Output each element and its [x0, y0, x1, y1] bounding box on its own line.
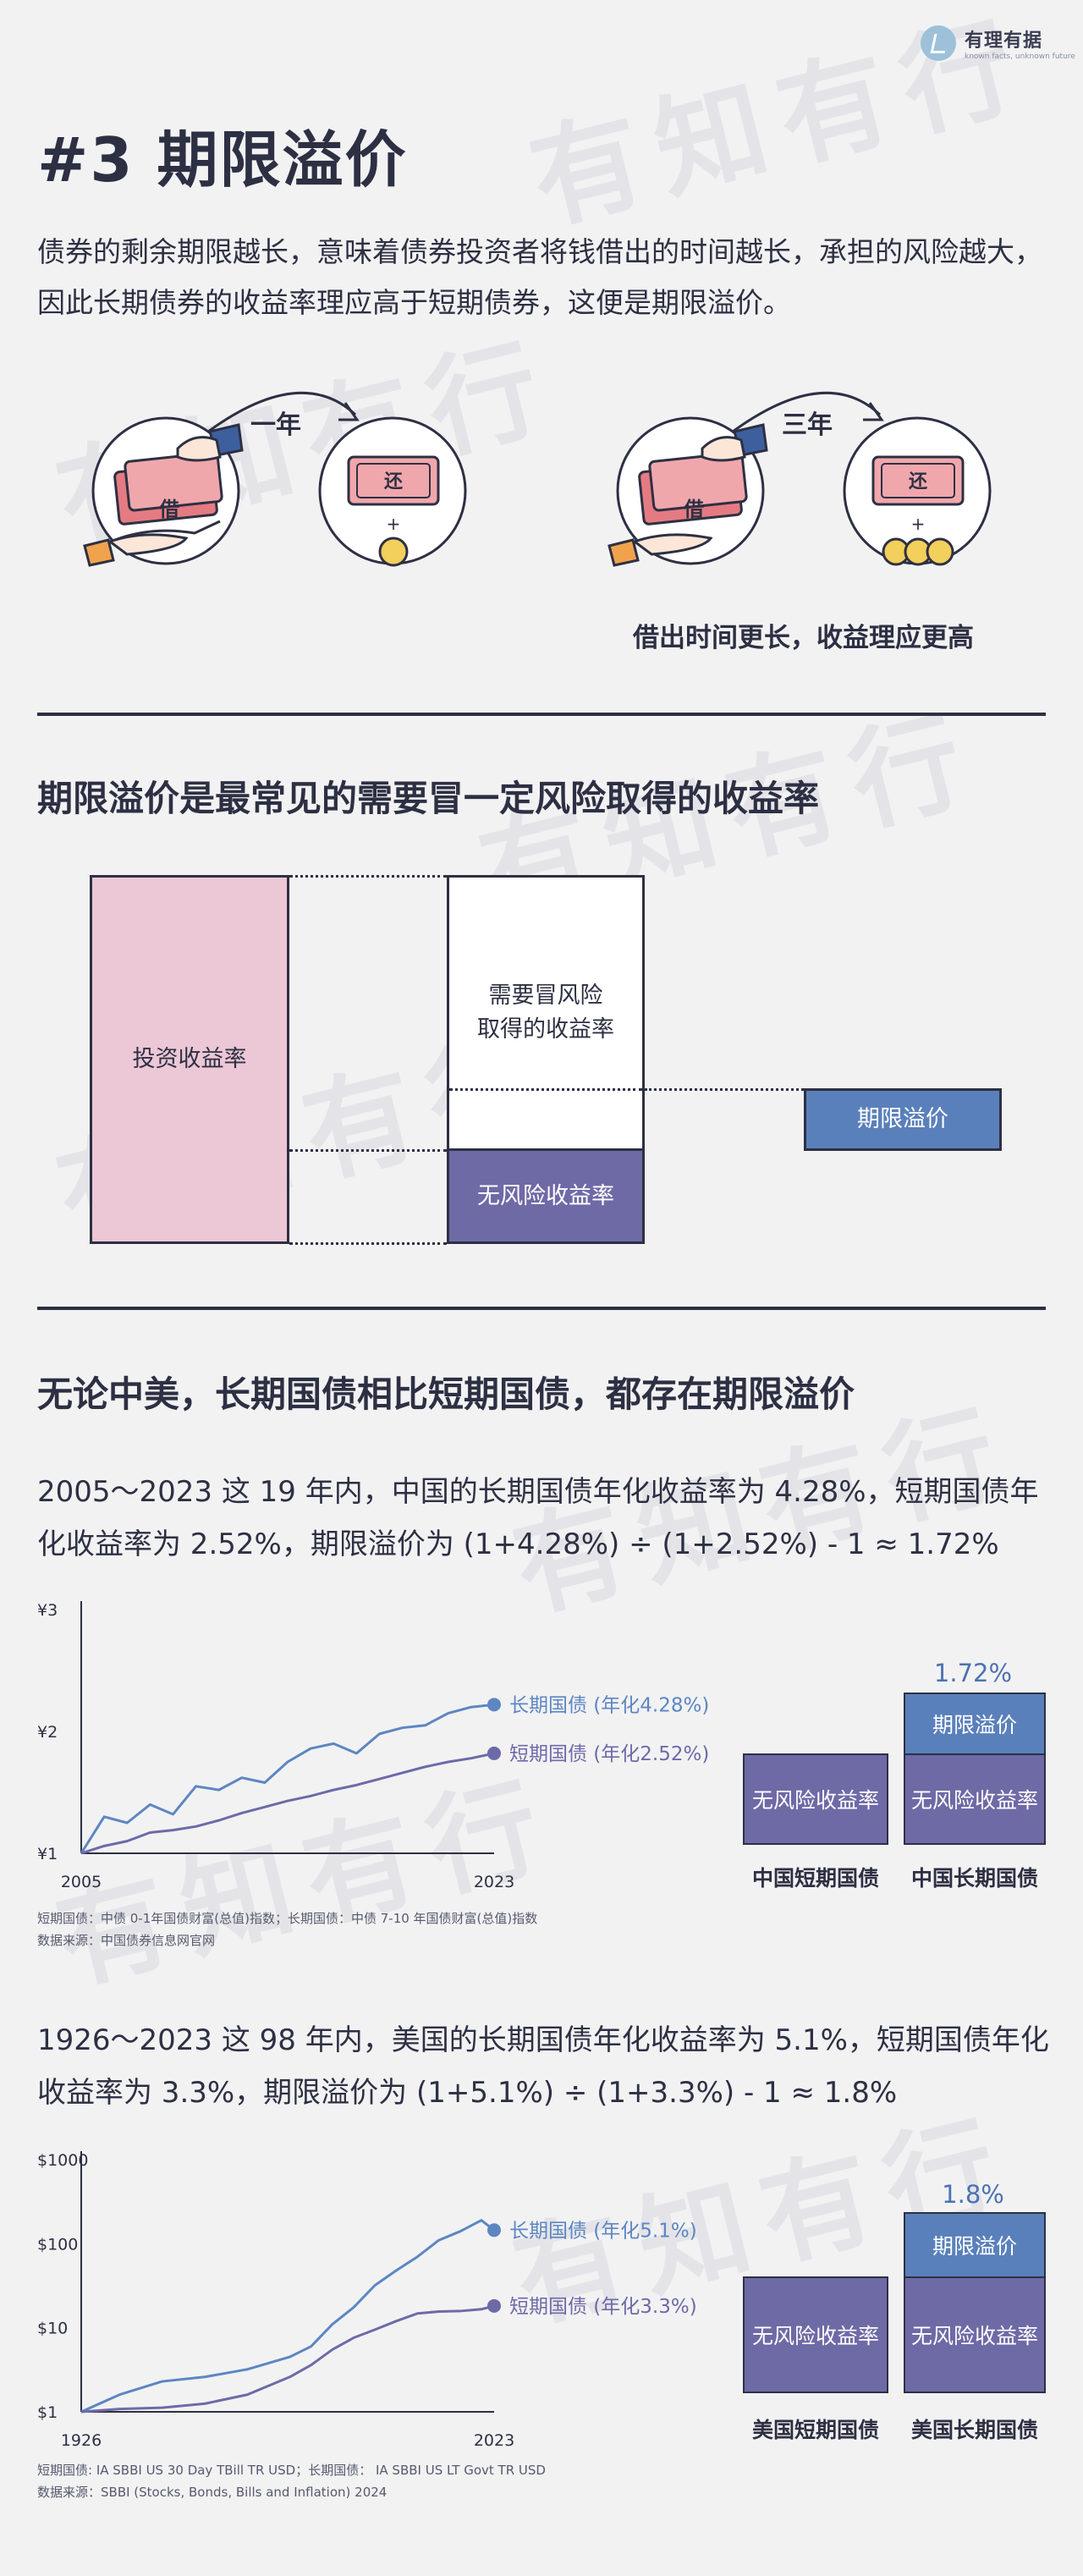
- us-short-bond-label: 美国短期国债: [751, 2418, 879, 2442]
- bar-label: 期限溢价: [932, 2234, 1017, 2259]
- y-tick-label: ¥3: [37, 1601, 58, 1620]
- dotted-guide: [289, 1149, 447, 1152]
- us-long-bond-label: 美国长期国债: [910, 2418, 1038, 2442]
- series-end-point: [487, 1698, 501, 1712]
- china-line-chart: ¥1 ¥2 ¥3 2005 2023 长期国债 (年化4.28%) 短期国债 (年化2.52…: [37, 1601, 709, 1891]
- section-title-premium: 期限溢价是最常见的需要冒一定风险取得的收益率: [37, 778, 820, 819]
- borrow-label-left: 借: [158, 498, 179, 521]
- dotted-guide: [645, 1088, 804, 1091]
- term-premium-box: 期限溢价: [804, 1088, 1002, 1151]
- y-tick-label: $100: [37, 2235, 78, 2254]
- investment-return-label: 投资收益率: [132, 1046, 247, 1072]
- series-label: 长期国债 (年化4.28%): [509, 1694, 709, 1716]
- us-footnote: 短期国债: IA SBBI US 30 Day TBill TR USD；长期国…: [37, 2459, 546, 2503]
- intro-paragraph: 债券的剩余期限越长，意味着债券投资者将钱借出的时间越长，承担的风险越大，因此长期…: [37, 235, 1042, 319]
- dotted-guide: [289, 875, 447, 878]
- period-label-right: 三年: [782, 410, 833, 440]
- dotted-guide: [449, 1088, 642, 1091]
- china-premium-value: 1.72%: [933, 1659, 1013, 1687]
- illustration-caption: 借出时间更长，收益理应更高: [633, 623, 974, 653]
- bar-label: 无风险收益率: [751, 2324, 879, 2348]
- series-label: 长期国债 (年化5.1%): [509, 2220, 697, 2242]
- borrow-label-right: 借: [683, 498, 704, 521]
- series-end-point: [487, 2298, 501, 2313]
- china-short-risk-free-bar: 无风险收益率: [743, 1753, 888, 1845]
- bar-label: 期限溢价: [932, 1713, 1017, 1737]
- us-footnote-line-1: 短期国债: IA SBBI US 30 Day TBill TR USD；长期国…: [37, 2463, 546, 2478]
- us-long-premium-bar: 期限溢价: [904, 2212, 1046, 2278]
- bar-label: 无风险收益率: [910, 1788, 1038, 1813]
- us-line-chart: $1 $10 $100 $1000 1926 2023 长期国债 (年化5.1%) 短期国债 …: [37, 2151, 697, 2450]
- china-long-premium-bar: 期限溢价: [904, 1693, 1046, 1755]
- us-long-risk-free-bar: 无风险收益率: [904, 2276, 1046, 2393]
- us-premium-value: 1.8%: [942, 2180, 1004, 2209]
- series-line: [80, 2219, 495, 2414]
- china-long-bond-label: 中国长期国债: [910, 1866, 1038, 1891]
- risk-free-return-label: 无风险收益率: [477, 1182, 614, 1209]
- svg-text:+: +: [387, 514, 401, 534]
- china-paragraph: 2005～2023 这 19 年内，中国的长期国债年化收益率为 4.28%，短期…: [37, 1475, 1039, 1561]
- brand-name: 有理有据: [965, 30, 1043, 52]
- series-label: 短期国债 (年化2.52%): [509, 1743, 709, 1765]
- bar-label: 无风险收益率: [751, 1788, 879, 1813]
- y-tick-label: $10: [37, 2320, 68, 2338]
- series-label: 短期国债 (年化3.3%): [509, 2296, 697, 2318]
- series-end-point: [487, 1746, 501, 1760]
- repay-label-left: 还: [383, 471, 404, 493]
- series-end-point: [487, 2223, 501, 2237]
- page-title: #3 期限溢价: [37, 124, 408, 195]
- china-long-risk-free-bar: 无风险收益率: [904, 1753, 1046, 1845]
- us-short-risk-free-bar: 无风险收益率: [743, 2276, 888, 2393]
- borrow-circle-left: [83, 416, 244, 567]
- dotted-guide: [289, 1242, 447, 1245]
- china-footnote-line-1: 短期国债：中债 0-1年国债财富(总值)指数；长期国债：中债 7-10 年国债财…: [37, 1911, 538, 1926]
- risky-return-label-1: 需要冒风险: [488, 983, 603, 1009]
- y-tick-label: $1000: [37, 2151, 88, 2170]
- x-tick-label: 1926: [61, 2431, 102, 2450]
- us-footnote-line-2: 数据来源：SBBI (Stocks, Bonds, Bills and Infl…: [37, 2485, 388, 2500]
- section-title-comparison: 无论中美，长期国债相比短期国债，都存在期限溢价: [37, 1373, 855, 1415]
- y-tick-label: $1: [37, 2403, 58, 2422]
- series-line: [80, 2304, 495, 2414]
- china-footnote-line-2: 数据来源：中国债券信息网官网: [37, 1933, 216, 1948]
- risky-return-label-2: 取得的收益率: [477, 1016, 614, 1043]
- risk-free-return-box: 无风险收益率: [447, 1148, 645, 1244]
- divider: [37, 1307, 1046, 1310]
- x-tick-label: 2005: [61, 1873, 102, 1891]
- y-tick-label: ¥2: [37, 1723, 58, 1742]
- svg-text:+: +: [911, 514, 926, 534]
- lending-illustration: 借 一年 还 + 借 三年 还 +: [83, 391, 992, 567]
- divider: [37, 713, 1046, 716]
- china-footnote: 短期国债：中债 0-1年国债财富(总值)指数；长期国债：中债 7-10 年国债财…: [37, 1907, 537, 1951]
- series-line: [80, 1703, 495, 1854]
- brand-logo: 有理有据 known facts, unknown future: [921, 25, 1075, 61]
- us-paragraph: 1926～2023 这 98 年内，美国的长期国债年化收益率为 5.1%，短期国…: [37, 2023, 1049, 2110]
- brand-slogan: known facts, unknown future: [965, 52, 1075, 61]
- period-label-left: 一年: [250, 410, 301, 440]
- x-tick-label: 2023: [474, 2431, 514, 2450]
- brand-mark-icon: [921, 25, 956, 61]
- bar-label: 无风险收益率: [910, 2324, 1038, 2348]
- repay-label-right: 还: [908, 471, 928, 493]
- series-line: [80, 1752, 495, 1855]
- china-short-bond-label: 中国短期国债: [751, 1866, 879, 1891]
- y-tick-label: ¥1: [37, 1845, 58, 1863]
- investment-return-box: 投资收益率: [90, 875, 289, 1244]
- term-premium-label: 期限溢价: [857, 1106, 948, 1132]
- risky-return-box: 需要冒风险 取得的收益率: [447, 875, 645, 1151]
- x-tick-label: 2023: [474, 1873, 514, 1891]
